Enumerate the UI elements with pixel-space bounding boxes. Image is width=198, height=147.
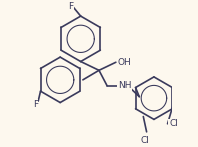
Text: Cl: Cl (141, 136, 149, 145)
Text: OH: OH (117, 58, 131, 67)
Text: F: F (33, 100, 38, 108)
Text: F: F (68, 2, 73, 11)
Text: NH: NH (118, 81, 131, 90)
Text: Cl: Cl (169, 119, 178, 128)
